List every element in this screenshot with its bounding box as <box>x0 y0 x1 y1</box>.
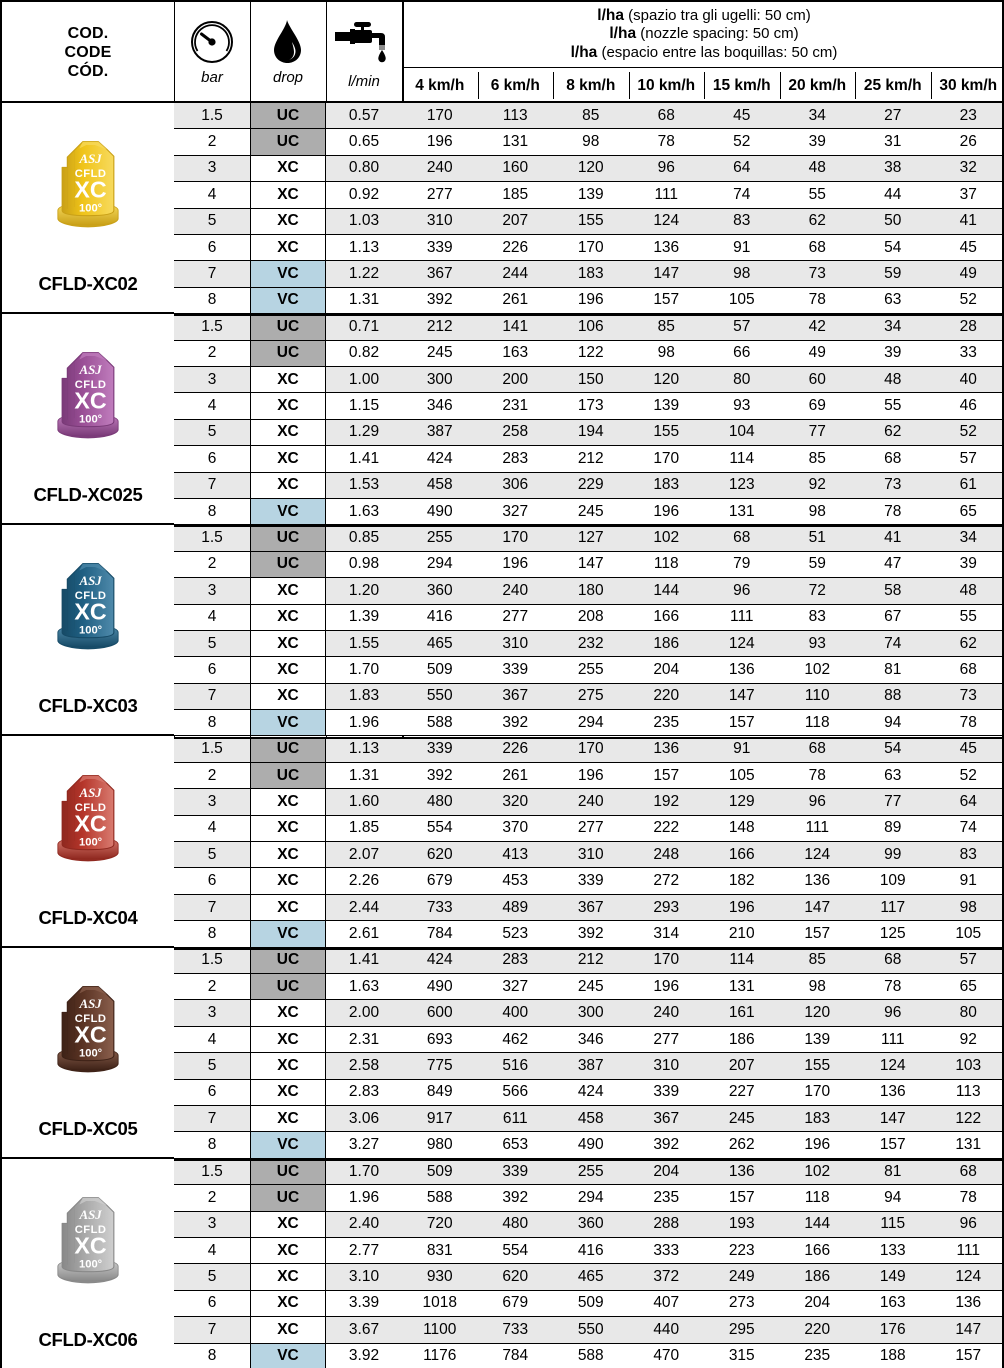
svg-text:XC: XC <box>74 1021 107 1047</box>
svg-text:100°: 100° <box>79 625 102 637</box>
svg-text:ASJ: ASJ <box>78 151 102 166</box>
svg-text:XC: XC <box>74 388 107 414</box>
svg-text:100°: 100° <box>79 1047 102 1059</box>
svg-text:ASJ: ASJ <box>78 1207 102 1222</box>
svg-text:ASJ: ASJ <box>78 362 102 377</box>
svg-text:ASJ: ASJ <box>78 996 102 1011</box>
svg-text:XC: XC <box>74 1232 107 1258</box>
svg-text:XC: XC <box>74 599 107 625</box>
svg-text:XC: XC <box>74 810 107 836</box>
svg-text:100°: 100° <box>79 1258 102 1270</box>
svg-text:ASJ: ASJ <box>78 785 102 800</box>
svg-text:100°: 100° <box>79 202 102 214</box>
svg-text:XC: XC <box>74 177 107 203</box>
svg-text:ASJ: ASJ <box>78 573 102 588</box>
svg-text:100°: 100° <box>79 836 102 848</box>
svg-text:100°: 100° <box>79 414 102 426</box>
